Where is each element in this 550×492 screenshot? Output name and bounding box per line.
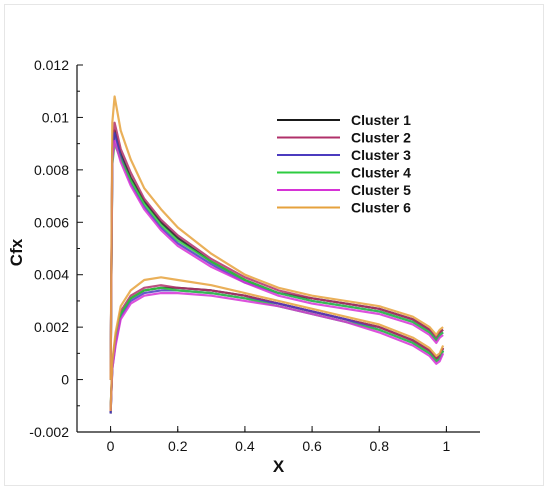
legend-label: Cluster 3 <box>351 147 411 163</box>
y-tick-label: 0.006 <box>34 214 69 230</box>
series-line-upper <box>109 121 444 380</box>
x-tick-label: 0 <box>107 438 115 454</box>
legend-label: Cluster 2 <box>351 130 411 146</box>
series-curves <box>109 95 445 414</box>
series-line-lower <box>109 289 445 414</box>
x-axis-title: X <box>273 457 285 476</box>
legend-label: Cluster 5 <box>351 182 411 198</box>
series-line-lower <box>109 286 445 409</box>
legend-label: Cluster 1 <box>351 112 411 128</box>
figure-frame <box>4 4 544 486</box>
series-line-upper <box>109 139 444 380</box>
x-tick-label: 0.8 <box>370 438 390 454</box>
y-tick-label: 0.002 <box>34 319 69 335</box>
x-tick-label: 1 <box>443 438 451 454</box>
x-tick-label: 0.4 <box>235 438 255 454</box>
y-axis-title: Cfx <box>7 238 26 266</box>
x-tick-label: 0.6 <box>302 438 322 454</box>
y-tick-label: -0.002 <box>29 424 69 440</box>
y-tick-label: 0.01 <box>42 109 69 125</box>
series-line-lower <box>109 276 445 412</box>
x-tick-label: 0.2 <box>168 438 188 454</box>
legend-label: Cluster 4 <box>351 165 411 181</box>
y-tick-label: 0.004 <box>34 267 69 283</box>
y-tick-label: 0.008 <box>34 162 69 178</box>
series-line-lower <box>109 292 445 412</box>
legend-label: Cluster 6 <box>351 200 411 216</box>
tick-marks: -0.002 0 0.002 0.004 0.006 0.008 0.01 0.012 0 0.2… <box>29 57 450 454</box>
y-tick-label: 0.012 <box>34 57 69 73</box>
series-line-upper <box>109 95 444 380</box>
y-tick-label: 0 <box>61 372 69 388</box>
